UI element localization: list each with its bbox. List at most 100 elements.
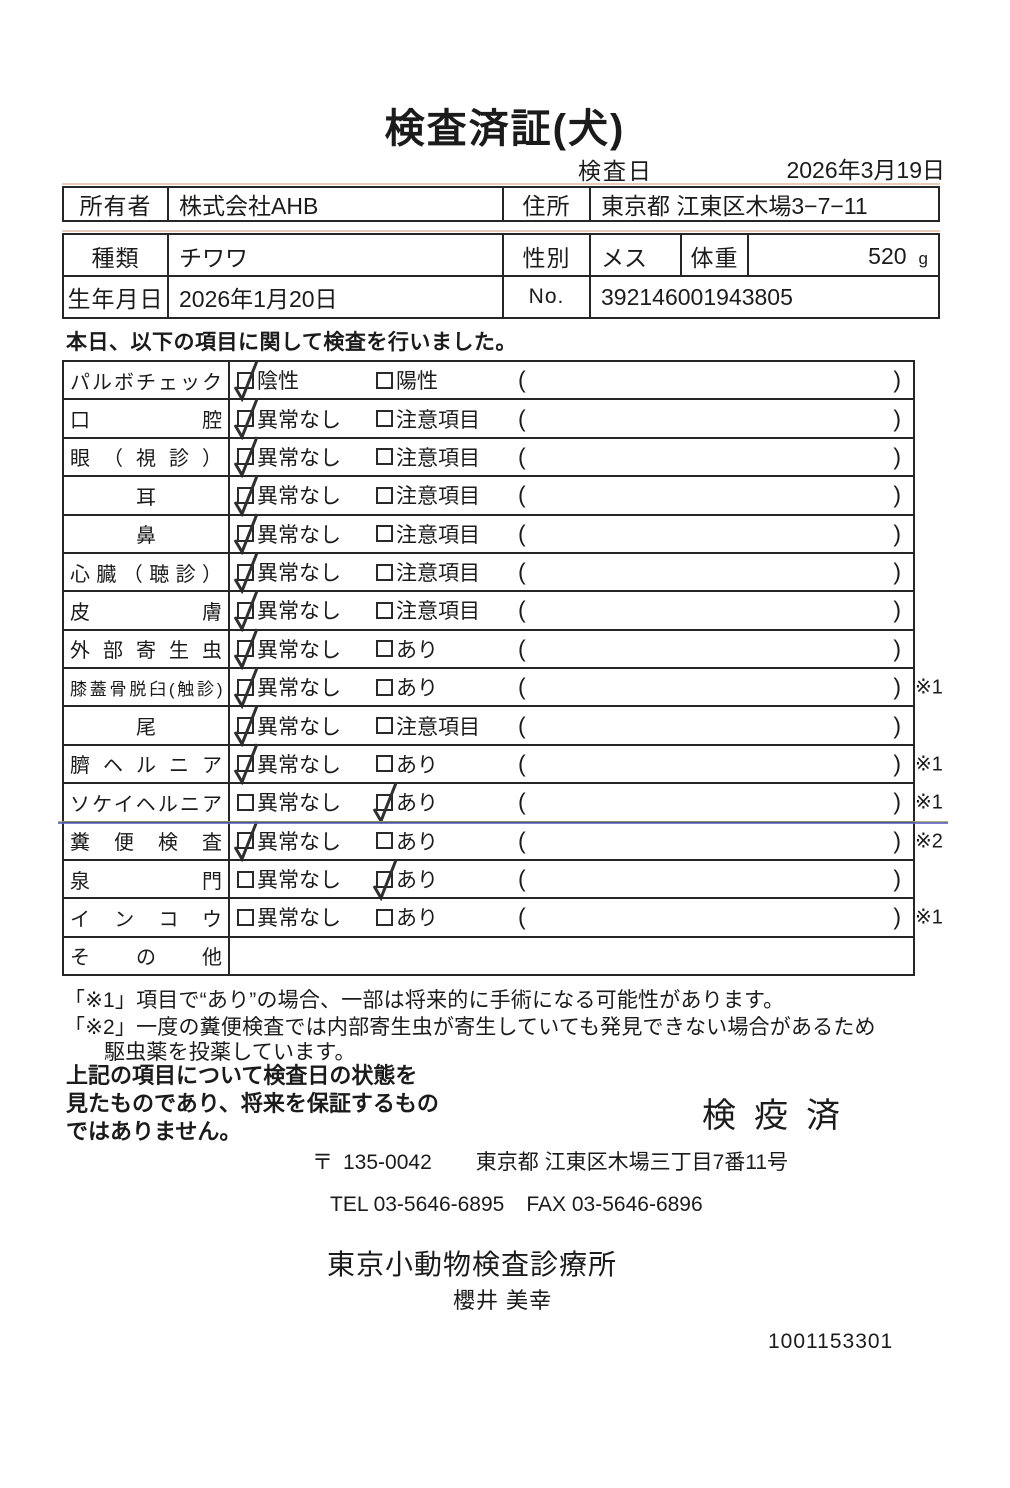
row-remark: ※1 bbox=[915, 753, 943, 776]
clinic-address: 東京都 江東区木場三丁目7番11号 bbox=[475, 1151, 789, 1174]
option-2: 注意項目 bbox=[376, 480, 480, 510]
checkbox[interactable] bbox=[376, 601, 393, 619]
row-content-cell: 異常なし 注意項目 ( ) bbox=[230, 705, 913, 748]
checkbox[interactable] bbox=[237, 486, 254, 504]
row-content-cell: 異常なし 注意項目 ( ) bbox=[230, 552, 913, 594]
row-label-cell: 臍ヘルニア bbox=[64, 745, 230, 783]
sex-value: メス bbox=[589, 235, 680, 277]
option-1: 異常なし bbox=[233, 436, 341, 479]
checkbox[interactable] bbox=[237, 640, 254, 658]
table-row: 心臓（聴診） 異常なし 注意項目 bbox=[64, 551, 913, 594]
option-1-label: 異常なし bbox=[257, 792, 341, 816]
checkbox[interactable] bbox=[376, 870, 393, 888]
disclaimer-line: 見たものであり、将来を保証するもの bbox=[66, 1091, 439, 1116]
option-2-label: 陽性 bbox=[396, 370, 438, 394]
checkbox[interactable] bbox=[376, 371, 393, 389]
page-title: 検査済証(犬) bbox=[384, 107, 626, 151]
option-1-label: 異常なし bbox=[257, 753, 341, 777]
row-label-cell: 口腔 bbox=[64, 400, 230, 437]
option-2: 注意項目 bbox=[376, 557, 480, 587]
row-label-cell: 膝蓋骨脱臼(触診) bbox=[64, 669, 230, 706]
checkbox[interactable] bbox=[237, 410, 254, 428]
option-2-label: あり bbox=[396, 869, 438, 893]
checkbox[interactable] bbox=[376, 640, 393, 658]
row-content-cell: 異常なし 注意項目 ( ) bbox=[230, 590, 913, 632]
weight-value: 520 g bbox=[747, 235, 938, 277]
checkbox[interactable] bbox=[237, 755, 254, 773]
checkbox[interactable] bbox=[376, 563, 393, 581]
checkbox[interactable] bbox=[376, 410, 393, 428]
row-content-cell: 異常なし あり ( ) bbox=[230, 667, 913, 709]
statement-text: 本日、以下の項目に関して検査を行いました。 bbox=[66, 331, 517, 354]
checkbox[interactable] bbox=[376, 525, 393, 543]
option-2-label: 注意項目 bbox=[396, 715, 480, 739]
fax-number: FAX 03-5646-6896 bbox=[526, 1193, 703, 1216]
paren-open: ( bbox=[518, 865, 526, 892]
checkbox[interactable] bbox=[237, 371, 254, 389]
option-2-label: あり bbox=[396, 907, 438, 931]
option-2-label: 注意項目 bbox=[396, 408, 480, 432]
checkbox[interactable] bbox=[376, 717, 393, 735]
sex-label: 性別 bbox=[502, 235, 589, 277]
weight-unit: g bbox=[918, 249, 928, 268]
checkbox[interactable] bbox=[237, 793, 254, 811]
row-content-cell bbox=[230, 938, 913, 974]
checkbox[interactable] bbox=[237, 563, 254, 581]
row-content-cell: 異常なし 注意項目 ( ) bbox=[230, 436, 913, 479]
checkbox[interactable] bbox=[376, 755, 393, 773]
checkbox[interactable] bbox=[237, 448, 254, 466]
paren-open: ( bbox=[518, 750, 526, 777]
postal-mark-icon: 〒 bbox=[312, 1151, 333, 1174]
paren-close: ) bbox=[893, 673, 901, 700]
checkbox[interactable] bbox=[376, 793, 393, 811]
row-label: 皮膚 bbox=[70, 601, 222, 624]
option-1-label: 異常なし bbox=[257, 677, 341, 701]
checkbox[interactable] bbox=[376, 678, 393, 696]
checkbox[interactable] bbox=[376, 448, 393, 466]
option-1: 異常なし bbox=[237, 902, 341, 932]
number-value: 392146001943805 bbox=[589, 277, 938, 317]
option-2-label: 注意項目 bbox=[396, 562, 480, 586]
option-2: あり bbox=[376, 749, 438, 779]
checkbox[interactable] bbox=[237, 717, 254, 735]
row-label: 泉門 bbox=[70, 870, 222, 893]
checkbox[interactable] bbox=[376, 832, 393, 850]
option-2: あり bbox=[376, 672, 438, 702]
row-label: 臍ヘルニア bbox=[70, 755, 222, 778]
option-1-label: 異常なし bbox=[257, 638, 341, 662]
checkbox[interactable] bbox=[237, 908, 254, 926]
checkbox[interactable] bbox=[237, 601, 254, 619]
row-remark: ※1 bbox=[915, 906, 943, 929]
row-label: 膝蓋骨脱臼(触診) bbox=[70, 679, 223, 699]
checkbox[interactable] bbox=[237, 870, 254, 888]
paren-open: ( bbox=[518, 405, 526, 432]
row-content-cell: 異常なし あり ( ) bbox=[230, 628, 913, 671]
address-label: 住所 bbox=[502, 188, 589, 220]
checkbox[interactable] bbox=[237, 525, 254, 543]
option-1-label: 異常なし bbox=[257, 562, 341, 586]
weight-label: 体重 bbox=[680, 235, 747, 277]
paren-close: ) bbox=[893, 558, 901, 585]
paren-open: ( bbox=[518, 520, 526, 547]
scan-artifact-line bbox=[58, 821, 948, 824]
row-label-cell: 泉門 bbox=[64, 860, 230, 898]
row-label-cell: ソケイヘルニア bbox=[64, 784, 230, 821]
checkbox[interactable] bbox=[376, 908, 393, 926]
number-label: No. bbox=[502, 277, 589, 317]
breed-label: 種類 bbox=[91, 245, 140, 271]
option-2-label: あり bbox=[396, 638, 438, 662]
document-code: 1001153301 bbox=[768, 1330, 894, 1353]
checkbox[interactable] bbox=[237, 832, 254, 850]
checkbox[interactable] bbox=[376, 486, 393, 504]
table-row: インコウ 異常なし あり bbox=[64, 897, 943, 936]
row-content-cell: 異常なし 注意項目 ( ) bbox=[230, 398, 913, 441]
row-label-cell: 糞便検査 bbox=[64, 822, 230, 859]
table-row: 眼（視診） 異常なし 注意項目 bbox=[64, 436, 913, 479]
checkbox[interactable] bbox=[237, 678, 254, 696]
row-remark: ※1 bbox=[915, 676, 943, 699]
row-label: 糞便検査 bbox=[70, 832, 222, 855]
row-label-cell: 心臓（聴診） bbox=[64, 553, 230, 591]
option-1: 異常なし bbox=[233, 820, 341, 863]
note-1: 「※1」項目で“あり”の場合、一部は将来的に手術になる可能性があります。 bbox=[64, 989, 785, 1012]
row-remark: ※2 bbox=[915, 830, 943, 853]
